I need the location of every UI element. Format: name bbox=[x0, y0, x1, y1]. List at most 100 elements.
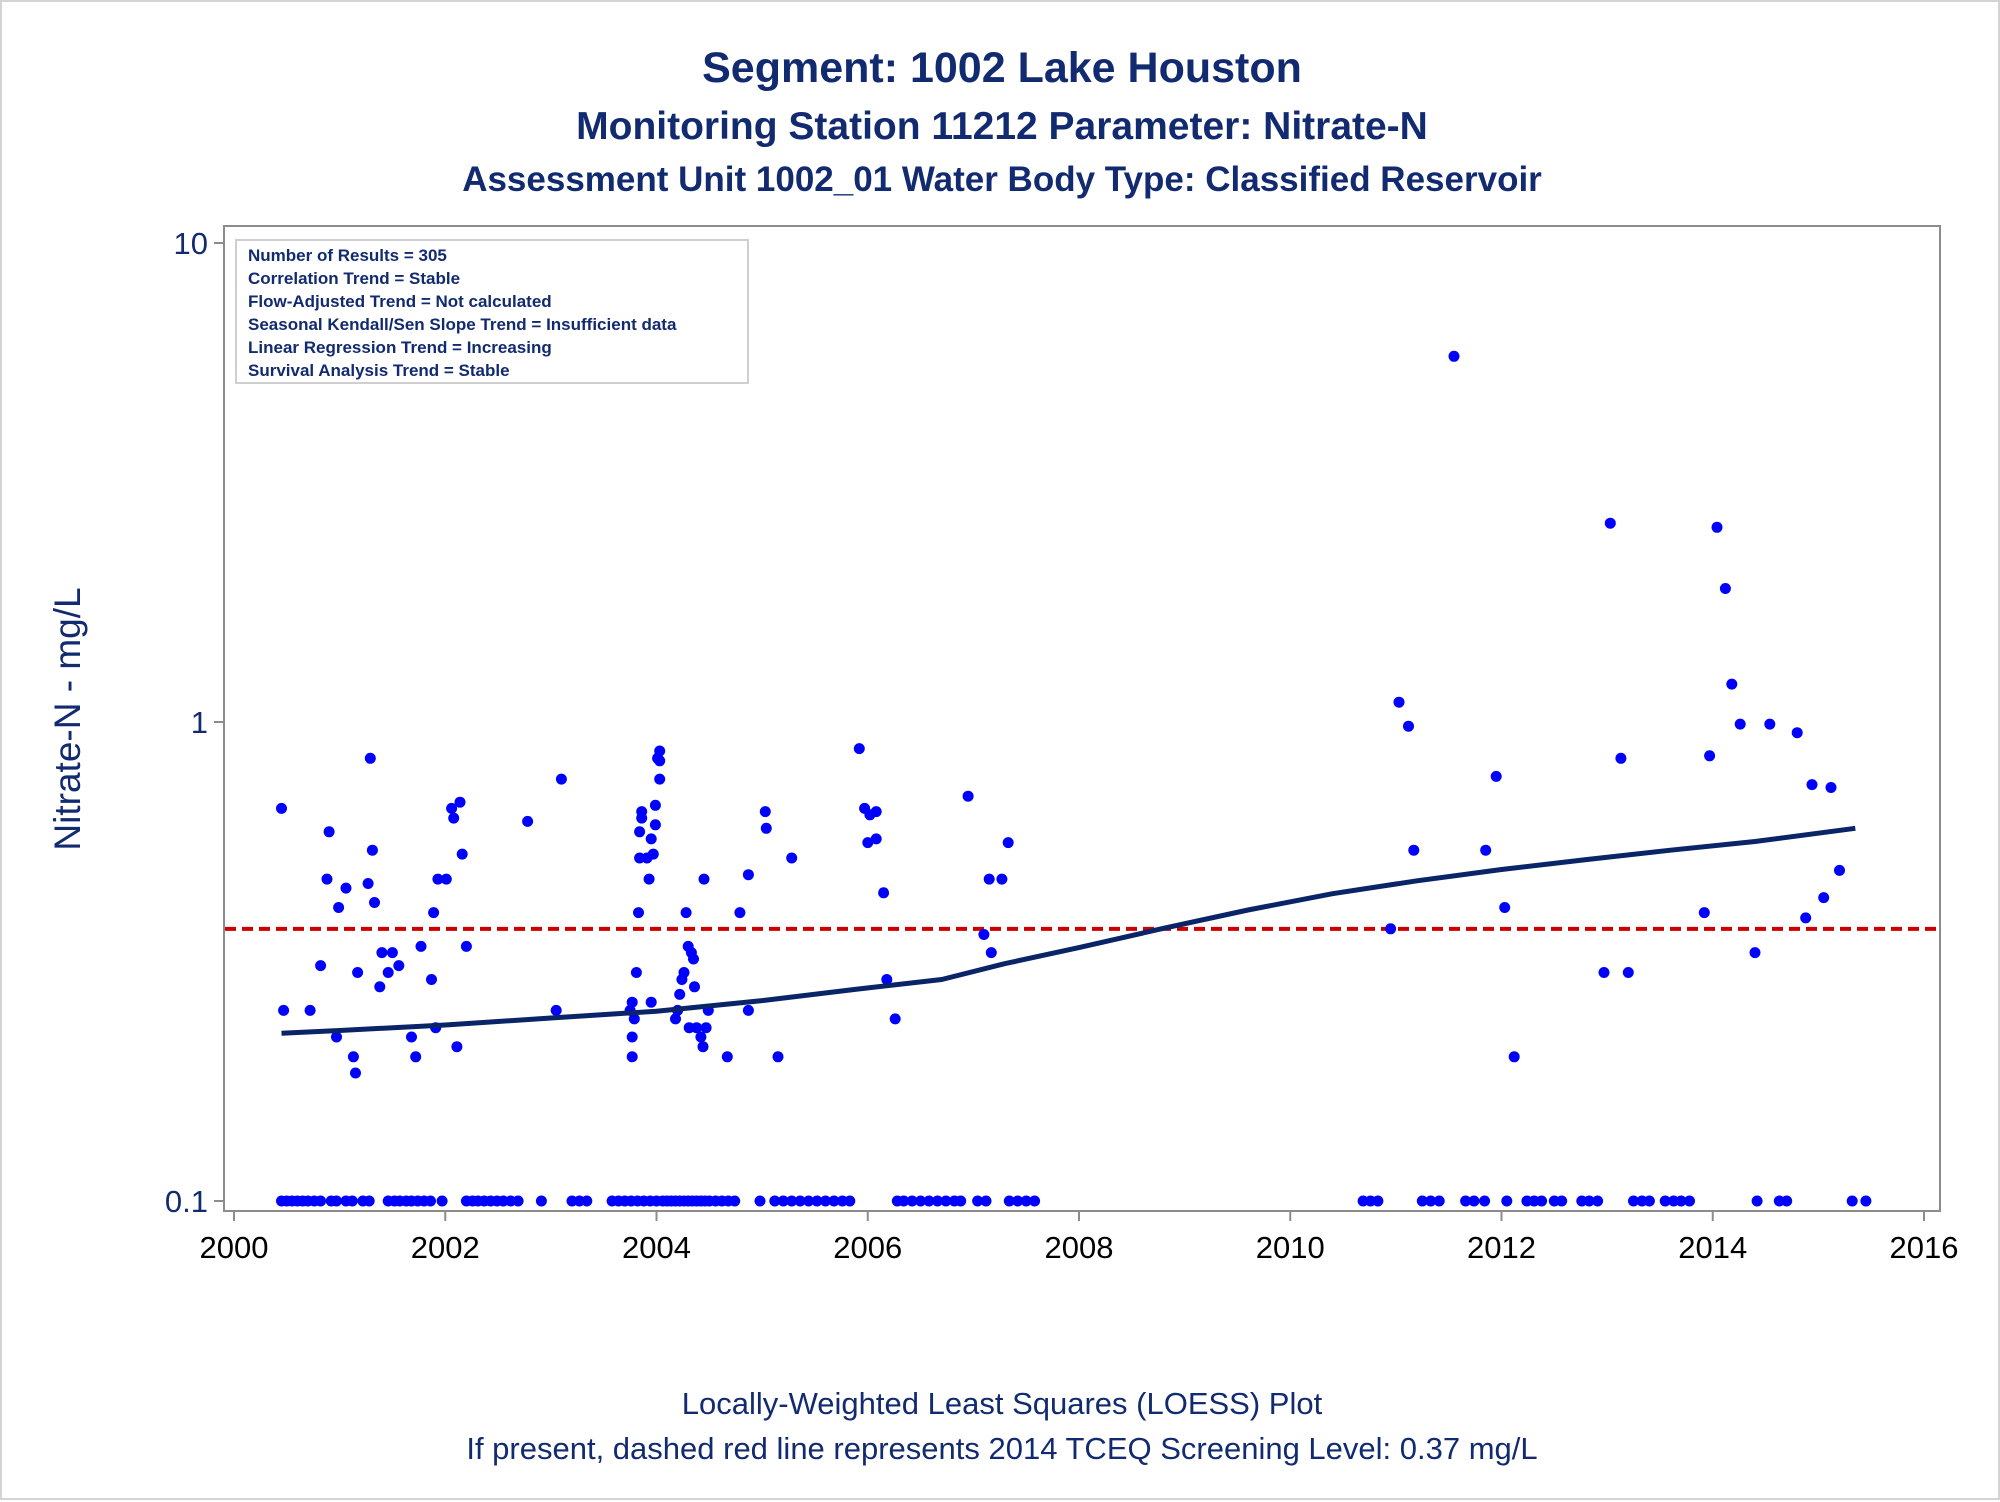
stat-linear-regression-trend: Linear Regression Trend = Increasing bbox=[248, 338, 552, 357]
data-point bbox=[352, 967, 364, 978]
data-point bbox=[1003, 1195, 1015, 1207]
data-point bbox=[376, 947, 388, 959]
x-tick-label: 2010 bbox=[1256, 1230, 1325, 1265]
data-point bbox=[978, 929, 990, 940]
data-point bbox=[647, 848, 659, 860]
data-point bbox=[1479, 1195, 1491, 1207]
data-point bbox=[794, 1195, 806, 1207]
data-point bbox=[1704, 750, 1716, 762]
data-point bbox=[1490, 770, 1502, 782]
data-point bbox=[374, 981, 386, 993]
data-point bbox=[940, 1195, 952, 1207]
x-axis: 2000 2002 2004 2006 2008 2010 2012 2014 2016 bbox=[200, 1211, 1959, 1265]
data-point bbox=[1416, 1195, 1428, 1207]
x-tick-label: 2000 bbox=[200, 1230, 269, 1265]
data-point bbox=[1604, 517, 1616, 529]
data-point bbox=[983, 873, 995, 885]
data-point bbox=[1643, 1195, 1655, 1207]
data-point bbox=[346, 1195, 358, 1207]
data-point bbox=[369, 897, 380, 908]
data-point bbox=[932, 1195, 943, 1207]
data-point bbox=[1800, 912, 1812, 924]
data-point bbox=[1675, 1195, 1687, 1207]
data-point bbox=[323, 826, 335, 838]
x-tick-label: 2012 bbox=[1467, 1230, 1536, 1265]
data-point bbox=[633, 907, 644, 919]
y-axis-label: Nitrate-N - mg/L bbox=[47, 587, 88, 850]
x-tick-label: 2014 bbox=[1678, 1230, 1747, 1265]
data-point bbox=[695, 1031, 707, 1043]
data-point bbox=[645, 833, 657, 845]
data-point bbox=[915, 1195, 927, 1207]
data-point bbox=[626, 1051, 638, 1063]
data-point bbox=[425, 1195, 436, 1207]
data-point bbox=[1385, 923, 1397, 935]
data-point bbox=[889, 1013, 901, 1025]
y-axis: 0.1 1 10 bbox=[165, 226, 224, 1219]
data-point bbox=[649, 819, 661, 831]
data-point bbox=[689, 981, 700, 993]
data-point bbox=[454, 796, 466, 808]
data-point bbox=[1460, 1195, 1472, 1207]
data-point bbox=[1012, 1195, 1024, 1207]
x-tick-label: 2008 bbox=[1045, 1230, 1114, 1265]
stat-flow-adjusted-trend: Flow-Adjusted Trend = Not calculated bbox=[248, 292, 552, 311]
data-point bbox=[1781, 1195, 1793, 1207]
data-point bbox=[985, 947, 997, 959]
data-point bbox=[1029, 1195, 1041, 1207]
stat-number-of-results: Number of Results = 305 bbox=[248, 246, 447, 265]
data-point bbox=[440, 873, 452, 885]
data-point bbox=[1719, 583, 1731, 594]
data-point bbox=[1806, 779, 1818, 791]
data-point bbox=[742, 869, 754, 881]
data-point bbox=[1425, 1195, 1437, 1207]
data-point bbox=[512, 1195, 524, 1207]
data-point bbox=[634, 826, 646, 838]
data-point bbox=[315, 960, 327, 972]
data-point bbox=[347, 1051, 359, 1063]
x-tick-label: 2004 bbox=[622, 1230, 691, 1265]
data-point bbox=[446, 802, 458, 814]
data-point bbox=[674, 988, 686, 1000]
data-point bbox=[278, 1004, 290, 1016]
data-point bbox=[555, 773, 567, 785]
stats-box: Number of Results = 305 Correlation Tren… bbox=[235, 239, 749, 384]
data-point bbox=[1751, 1195, 1763, 1207]
data-point bbox=[581, 1195, 593, 1207]
data-point bbox=[426, 974, 437, 985]
data-point bbox=[432, 873, 444, 885]
data-point bbox=[1468, 1195, 1480, 1207]
x-tick-label: 2016 bbox=[1890, 1230, 1959, 1265]
data-point bbox=[862, 837, 874, 849]
data-point bbox=[321, 873, 333, 885]
data-point bbox=[1684, 1195, 1695, 1207]
chart-subtitle-2: Assessment Unit 1002_01 Water Body Type:… bbox=[462, 160, 1542, 199]
data-point bbox=[754, 1195, 766, 1207]
data-point bbox=[803, 1195, 815, 1207]
data-point bbox=[1698, 907, 1710, 919]
data-point bbox=[811, 1195, 823, 1207]
data-point bbox=[1583, 1195, 1595, 1207]
footnote-screening: If present, dashed red line represents 2… bbox=[466, 1431, 1537, 1466]
data-point bbox=[980, 1195, 992, 1207]
data-point bbox=[649, 799, 661, 811]
data-point bbox=[1726, 678, 1738, 690]
data-point bbox=[626, 1031, 638, 1043]
data-point bbox=[550, 1004, 562, 1016]
data-point bbox=[1499, 902, 1511, 913]
data-point bbox=[654, 745, 666, 757]
data-point bbox=[362, 878, 374, 889]
data-point bbox=[340, 882, 352, 894]
data-point bbox=[386, 947, 398, 959]
y-tick-label: 0.1 bbox=[165, 1184, 208, 1219]
data-point bbox=[853, 743, 865, 755]
data-point bbox=[742, 1004, 754, 1016]
data-point bbox=[844, 1195, 856, 1207]
data-point bbox=[898, 1195, 910, 1207]
data-point bbox=[700, 1022, 712, 1034]
data-point bbox=[1711, 521, 1723, 533]
data-point bbox=[393, 960, 405, 972]
data-point bbox=[962, 790, 974, 802]
data-point bbox=[870, 833, 882, 845]
data-point bbox=[1393, 696, 1405, 708]
